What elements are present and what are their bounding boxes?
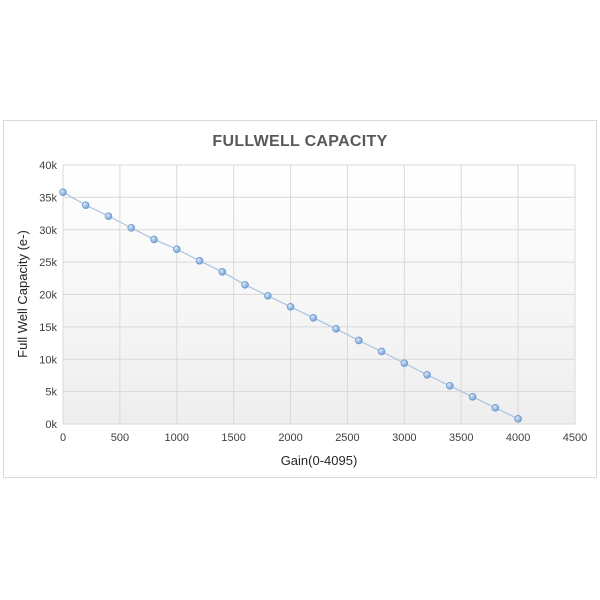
- x-tick-label: 4500: [563, 432, 587, 444]
- y-tick-label: 20k: [39, 290, 57, 302]
- data-point: [332, 325, 340, 333]
- y-tick-label: 10k: [39, 354, 57, 366]
- y-tick-label: 5k: [45, 387, 57, 399]
- y-tick-label: 30k: [39, 225, 57, 237]
- data-point: [127, 224, 136, 232]
- data-point: [286, 303, 295, 311]
- x-tick-label: 1500: [221, 432, 245, 444]
- data-point: [423, 370, 431, 379]
- y-axis-ticks: 0k 5k 10k 15k 20k 25k 30k 35k 40k: [39, 160, 57, 431]
- y-tick-label: 35k: [39, 192, 57, 204]
- y-axis-label: Full Well Capacity (e-): [15, 230, 30, 358]
- data-point: [172, 245, 181, 253]
- data-point: [355, 336, 363, 345]
- x-tick-label: 3000: [392, 432, 416, 444]
- data-point: [218, 268, 227, 276]
- x-tick-label: 500: [111, 432, 129, 444]
- grid-lines: [62, 164, 576, 425]
- x-tick-label: 4000: [506, 432, 530, 444]
- x-tick-label: 0: [60, 432, 66, 444]
- y-tick-label: 0k: [45, 419, 57, 431]
- data-point: [514, 415, 522, 423]
- data-point: [59, 188, 67, 196]
- x-axis-label: Gain(0-4095): [281, 453, 358, 468]
- data-point: [263, 291, 272, 300]
- chart-title: FULLWELL CAPACITY: [212, 133, 387, 150]
- y-tick-label: 25k: [39, 257, 57, 269]
- data-point: [309, 314, 318, 322]
- data-point: [195, 257, 204, 265]
- x-tick-label: 3500: [449, 432, 473, 444]
- y-tick-label: 15k: [39, 322, 57, 334]
- x-tick-label: 1000: [165, 432, 189, 444]
- data-point: [81, 201, 90, 209]
- x-tick-label: 2000: [278, 432, 302, 444]
- data-point: [446, 381, 454, 390]
- data-point: [104, 212, 113, 220]
- x-tick-label: 2500: [335, 432, 359, 444]
- x-axis-ticks: 0 500 1000 1500 2000 2500 3000 3500 4000 4500: [60, 432, 587, 444]
- data-series: [59, 188, 522, 423]
- data-point: [377, 347, 386, 356]
- data-point: [400, 359, 409, 367]
- data-point: [150, 235, 158, 244]
- data-point: [468, 393, 477, 401]
- y-tick-label: 40k: [39, 160, 57, 172]
- data-point: [491, 404, 500, 412]
- data-point: [241, 280, 249, 289]
